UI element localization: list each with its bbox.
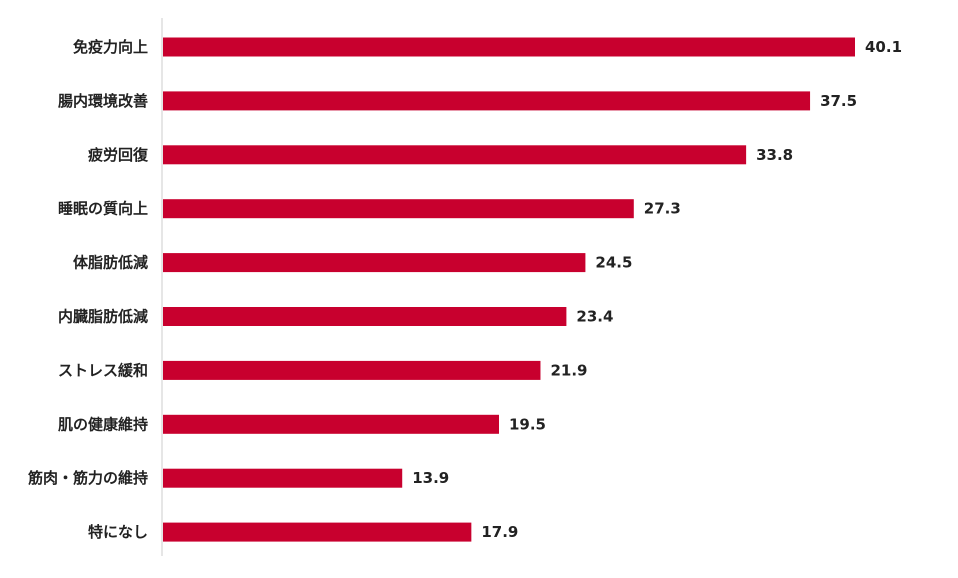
bar	[163, 253, 586, 273]
value-label: 40.1	[865, 38, 902, 56]
value-label: 24.5	[595, 254, 632, 272]
value-label: 13.9	[412, 469, 449, 487]
bar	[163, 91, 811, 111]
category-label: 肌の健康維持	[58, 415, 148, 433]
bar	[163, 307, 567, 326]
bar	[163, 37, 855, 57]
value-label: 21.9	[550, 361, 587, 379]
category-label: 腸内環境改善	[58, 92, 148, 110]
category-label: 睡眠の質向上	[58, 200, 148, 218]
value-label: 19.5	[509, 415, 546, 433]
category-label: 特になし	[88, 523, 148, 541]
bars-group	[163, 37, 855, 542]
category-label: 体脂肪低減	[73, 254, 148, 272]
value-label: 37.5	[820, 92, 857, 110]
value-label: 33.8	[756, 146, 793, 164]
category-label: 筋肉・筋力の維持	[27, 469, 148, 487]
value-label: 17.9	[481, 523, 518, 541]
value-label: 23.4	[576, 308, 613, 326]
category-label: 免疫力向上	[73, 38, 148, 56]
bar	[163, 522, 472, 542]
labels-group: 免疫力向上 40.1 腸内環境改善 37.5 疲労回復 33.8 睡眠の質向上 27.3 体脂肪…	[27, 38, 902, 541]
bar	[163, 414, 499, 434]
category-label: 内臓脂肪低減	[58, 308, 148, 326]
value-label: 27.3	[644, 200, 681, 218]
bar	[163, 199, 634, 219]
bar	[163, 145, 747, 165]
bar	[163, 468, 403, 488]
bar	[163, 360, 541, 380]
category-label: 疲労回復	[88, 146, 149, 164]
category-label: ストレス緩和	[58, 361, 148, 379]
